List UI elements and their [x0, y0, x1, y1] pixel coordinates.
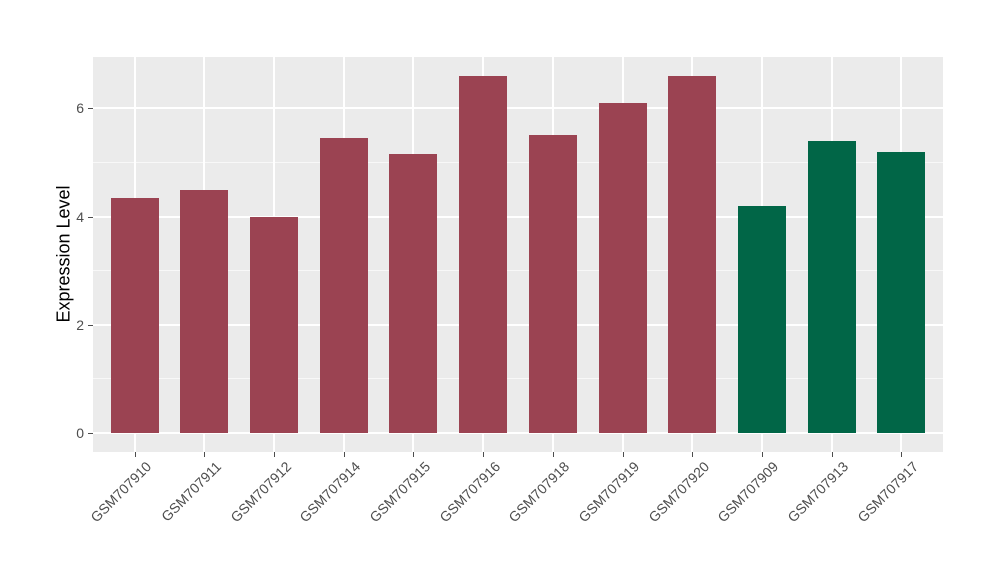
x-tick-label: GSM707917 — [853, 458, 921, 526]
x-tick-label: GSM707918 — [505, 458, 573, 526]
bar-GSM707915 — [389, 154, 438, 433]
bar-GSM707917 — [877, 151, 926, 433]
x-tick-mark — [761, 452, 763, 457]
y-tick-mark — [88, 433, 93, 434]
grid-minor-line — [93, 378, 943, 380]
grid-minor-line — [93, 270, 943, 272]
bar-GSM707909 — [737, 205, 786, 433]
bar-GSM707916 — [459, 75, 508, 433]
bar-GSM707918 — [528, 135, 577, 433]
x-tick-mark — [901, 452, 903, 457]
x-tick-label: GSM707913 — [784, 458, 852, 526]
x-tick-mark — [343, 452, 345, 457]
y-tick-label: 0 — [76, 425, 84, 441]
x-tick-label: GSM707911 — [157, 458, 225, 525]
bar-GSM707920 — [668, 75, 717, 433]
x-tick-label: GSM707910 — [87, 458, 155, 526]
x-tick-label: GSM707909 — [714, 458, 782, 526]
x-tick-label: GSM707915 — [366, 458, 434, 526]
x-tick-mark — [204, 452, 206, 457]
x-tick-label: GSM707919 — [575, 458, 643, 526]
bar-GSM707919 — [598, 102, 647, 433]
bar-GSM707911 — [180, 189, 229, 433]
x-tick-mark — [274, 452, 276, 457]
y-tick-label: 4 — [76, 208, 84, 225]
y-tick-mark — [88, 108, 93, 110]
bar-GSM707912 — [250, 216, 299, 433]
x-tick-label: GSM707914 — [296, 458, 364, 526]
grid-major-line — [93, 323, 943, 326]
x-tick-mark — [134, 452, 136, 457]
grid-major-line — [93, 107, 943, 110]
y-tick-label: 2 — [76, 316, 84, 333]
y-axis-title: Expression Level — [53, 185, 74, 323]
x-tick-mark — [622, 452, 624, 457]
y-tick-label: 6 — [76, 100, 84, 117]
x-tick-mark — [552, 452, 554, 457]
y-tick-mark — [88, 216, 93, 218]
x-tick-mark — [413, 452, 415, 457]
x-tick-mark — [483, 452, 485, 457]
grid-major-line — [93, 215, 943, 218]
grid-major-line — [93, 432, 943, 434]
y-tick-mark — [88, 324, 93, 326]
x-tick-mark — [831, 452, 833, 457]
grid-minor-line — [93, 162, 943, 163]
bar-GSM707910 — [110, 197, 159, 433]
x-tick-mark — [692, 452, 694, 457]
x-tick-label: GSM707916 — [435, 458, 503, 526]
bar-GSM707914 — [319, 138, 368, 433]
bar-GSM707913 — [807, 140, 856, 433]
x-tick-label: GSM707912 — [226, 458, 294, 526]
x-tick-label: GSM707920 — [644, 458, 712, 526]
plot-panel — [93, 57, 943, 452]
